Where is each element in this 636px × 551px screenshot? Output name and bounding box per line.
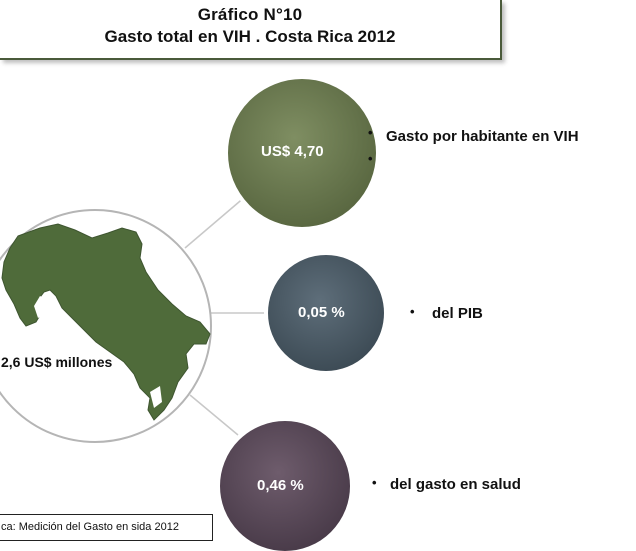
peninsula-inlet [34, 296, 48, 318]
costa-rica-map-icon [1, 223, 211, 421]
source-note: ca: Medición del Gasto en sida 2012 [0, 514, 213, 541]
description-pib: del PIB [432, 305, 483, 322]
gulf-inlet [150, 386, 162, 408]
description-per-capita: Gasto por habitante en VIH [386, 128, 579, 145]
chart-subtitle: Gasto total en VIH . Costa Rica 2012 [104, 27, 396, 46]
bullet-marker: • [368, 125, 373, 140]
bullet-marker: • [368, 151, 373, 166]
connector-line-bottom [189, 394, 239, 436]
bubble-value-pib: 0,05 % [298, 304, 345, 321]
center-value: 2,6 US$ millones [1, 354, 113, 370]
chart-title: Gráfico N°10 [197, 5, 303, 24]
bubble-value-salud: 0,46 % [257, 477, 304, 494]
bubble-gasto-salud [216, 417, 354, 551]
bullet-marker: • [372, 475, 377, 490]
bubble-gasto-por-habitante [224, 75, 380, 231]
description-salud: del gasto en salud [390, 476, 521, 493]
bullet-marker: • [410, 304, 415, 319]
bubble-pib [264, 251, 388, 375]
title-box: Gráfico N°10 Gasto total en VIH . Costa … [0, 0, 502, 60]
connector-line-top [184, 195, 247, 249]
bubble-value-per-capita: US$ 4,70 [261, 143, 324, 160]
